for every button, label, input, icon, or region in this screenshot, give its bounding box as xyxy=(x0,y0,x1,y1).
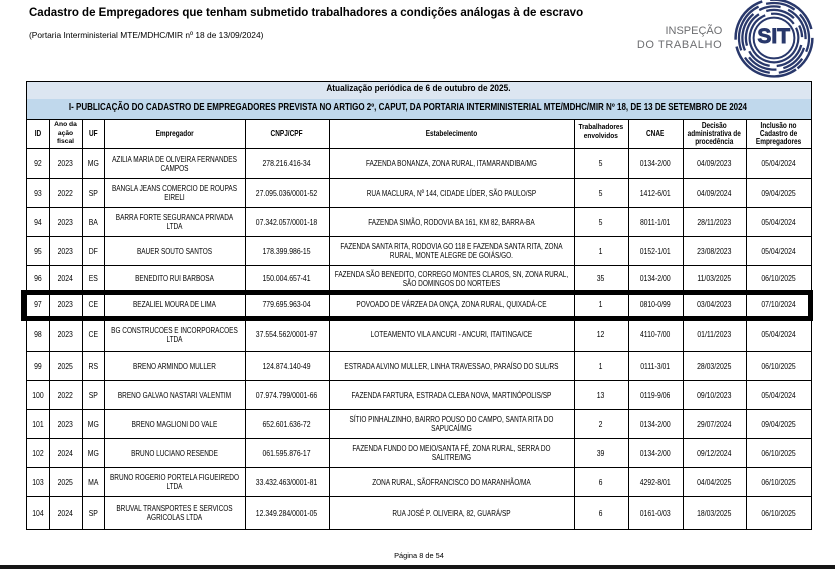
svg-text:SIT: SIT xyxy=(757,25,790,48)
